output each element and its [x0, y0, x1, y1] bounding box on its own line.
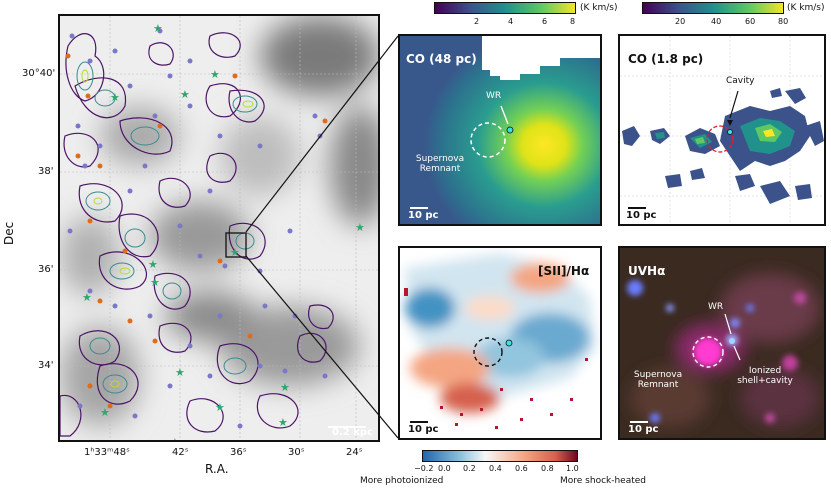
colorbar-tick: 80 — [778, 17, 789, 26]
svg-text:★: ★ — [175, 366, 185, 379]
svg-text:★: ★ — [210, 68, 220, 81]
panel-co18-image — [620, 36, 824, 224]
panel-sii: [SII]/Hα 10 pc — [398, 246, 602, 440]
panel-uvha-snr-label: Supernova Remnant — [633, 370, 683, 390]
wr-star-markers: ★ ★ ★ ★ ★ ★ ★ ★ ★ ★ ★ ★ ★ ★ ★ — [82, 22, 365, 440]
xtick-label: 1ʰ33ᵐ48ˢ — [84, 447, 130, 458]
svg-text:★: ★ — [355, 221, 365, 234]
panel-uvha-title: UVHα — [628, 264, 666, 278]
zoom-region-box — [225, 232, 247, 258]
main-scalebar-label: 0.2 kpc — [332, 427, 373, 438]
panel-co18-title: CO (1.8 pc) — [628, 52, 704, 66]
cluster-points-orange — [65, 53, 328, 409]
colorbar-tick: 40 — [711, 17, 722, 26]
colorbar-tick: 4 — [508, 17, 514, 26]
colorbar-tick: 2 — [474, 17, 480, 26]
ytick-label: 30°40' — [22, 68, 56, 79]
colorbar-tick: 0.0 — [438, 464, 451, 473]
svg-text:★: ★ — [110, 91, 120, 104]
xtick-label: 36ˢ — [230, 447, 247, 458]
svg-text:★: ★ — [180, 88, 190, 101]
colorbar-tick: 6 — [542, 17, 548, 26]
svg-text:★: ★ — [230, 246, 240, 259]
colorbar-tick: 1.0 — [566, 464, 579, 473]
colorbar-tick: 0.8 — [541, 464, 554, 473]
svg-text:★: ★ — [148, 258, 158, 271]
colorbar-tick: 20 — [675, 17, 686, 26]
co-contours-inner — [81, 69, 254, 388]
colorbar-tick: 0.2 — [463, 464, 476, 473]
panel-sii-title: [SII]/Hα — [538, 264, 590, 278]
xtick-label: 30ˢ — [288, 447, 305, 458]
co-contours-mid — [76, 61, 258, 394]
ytick-label: 34' — [38, 360, 54, 371]
xtick-label: 24ˢ — [346, 447, 363, 458]
svg-text:★: ★ — [153, 22, 163, 35]
panel-uvha-wr-label: WR — [708, 302, 724, 312]
colorbar-co18-unit: (K km/s) — [787, 3, 825, 13]
panel-uvha: UVHα WR Supernova Remnant Ionized shell+… — [618, 246, 826, 440]
panel-co18-scalebar: 10 pc — [626, 210, 657, 221]
ytick-label: 36' — [38, 264, 54, 275]
panel-co48-snr-label: Supernova Remnant — [415, 154, 465, 174]
colorbar-tick: 60 — [745, 17, 756, 26]
panel-co48-title: CO (48 pc) — [406, 52, 477, 66]
svg-text:★: ★ — [215, 401, 225, 414]
xtick-label: 42ˢ — [172, 447, 189, 458]
svg-text:★: ★ — [170, 436, 180, 440]
main-axis-xlabel: R.A. — [205, 462, 229, 476]
colorbar-sii-left-label: More photoionized — [360, 476, 444, 486]
svg-text:★: ★ — [150, 276, 160, 289]
panel-co48-wr-label: WR — [486, 91, 502, 101]
ytick-label: 38' — [38, 166, 54, 177]
colorbar-tick: −0.2 — [414, 464, 434, 473]
panel-sii-image — [404, 253, 595, 429]
panel-co48-image — [400, 36, 600, 224]
svg-text:★: ★ — [100, 406, 110, 419]
colorbar-co48 — [434, 2, 576, 14]
svg-text:★: ★ — [82, 291, 92, 304]
panel-co18: CO (1.8 pc) Cavity 10 pc — [618, 34, 826, 226]
colorbar-tick: 8 — [570, 17, 576, 26]
panel-co18-cavity-label: Cavity — [726, 76, 755, 86]
main-map-svg: ★ ★ ★ ★ ★ ★ ★ ★ ★ ★ ★ ★ ★ ★ ★ — [60, 16, 378, 440]
cluster-points-purple — [67, 28, 328, 429]
main-map-panel: ★ ★ ★ ★ ★ ★ ★ ★ ★ ★ ★ ★ ★ ★ ★ 0.2 kpc — [58, 14, 380, 442]
panel-uvha-scalebar: 10 pc — [628, 424, 659, 435]
gas-background — [60, 16, 378, 426]
panel-co48: CO (48 pc) WR Supernova Remnant 10 pc — [398, 34, 602, 226]
colorbar-co18 — [642, 2, 784, 14]
colorbar-sii-right-label: More shock-heated — [560, 476, 647, 486]
svg-text:★: ★ — [280, 381, 290, 394]
colorbar-tick: 0.4 — [489, 464, 502, 473]
panel-uvha-shell-label: Ionized shell+cavity — [737, 366, 793, 386]
panel-co48-scalebar: 10 pc — [408, 210, 439, 221]
panel-uvha-image — [620, 248, 824, 438]
svg-text:★: ★ — [278, 416, 288, 429]
colorbar-sii — [422, 450, 578, 462]
colorbar-tick: 0.6 — [515, 464, 528, 473]
colorbar-co48-unit: (K km/s) — [580, 3, 618, 13]
panel-sii-scalebar: 10 pc — [408, 424, 439, 435]
